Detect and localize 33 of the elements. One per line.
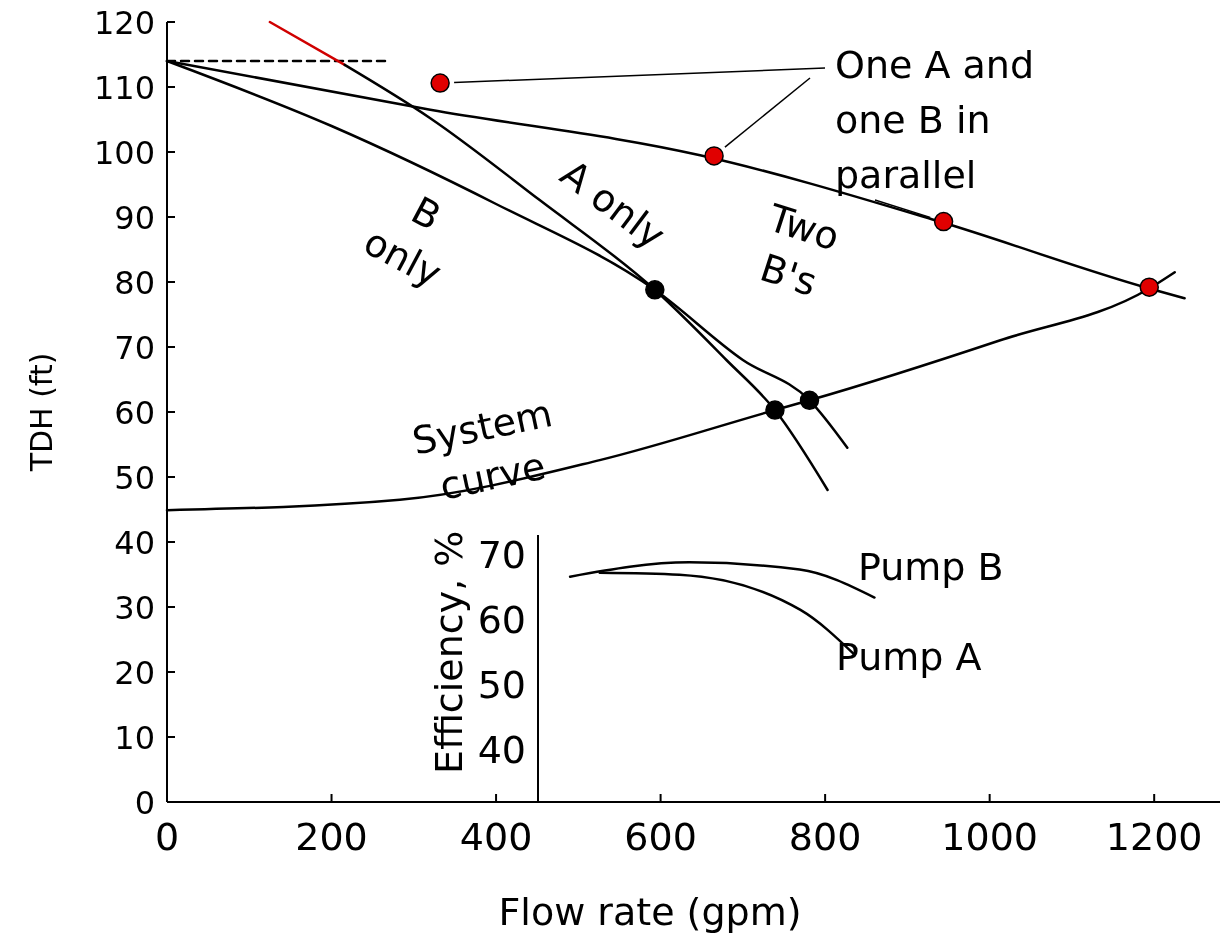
y2-tick-label: 40 <box>477 727 526 772</box>
y-tick-label: 10 <box>114 719 155 757</box>
y-tick-label: 60 <box>114 394 155 432</box>
series-label: Pump A <box>836 635 982 679</box>
text: A only <box>552 151 674 258</box>
y-tick-label: 120 <box>93 4 155 42</box>
y-tick-label: 80 <box>114 264 155 302</box>
y-tick-label: 100 <box>93 134 155 172</box>
annotation: One A and one B in parallel <box>835 43 1035 197</box>
y-tick-label: 20 <box>114 654 155 692</box>
y-tick-label: 110 <box>93 69 155 107</box>
y2-tick-label: 60 <box>477 597 526 642</box>
y-axis-title: TDH (ft) <box>24 352 59 473</box>
y2-tick-label: 70 <box>477 532 526 577</box>
y-tick-label: 70 <box>114 329 155 367</box>
text: System curve <box>408 391 557 509</box>
x-tick-label: 1200 <box>1105 815 1203 859</box>
y-tick-label: 30 <box>114 589 155 627</box>
x-tick-label: 400 <box>459 815 533 859</box>
y-tick-label: 90 <box>114 199 155 237</box>
y-tick-label: 40 <box>114 524 155 562</box>
text: B only <box>356 187 449 296</box>
legend-label: Two B's <box>754 195 845 305</box>
y2-tick-label: 50 <box>477 662 526 707</box>
x-tick-label: 800 <box>788 815 862 859</box>
y-tick-label: 0 <box>134 784 155 822</box>
y2-axis-title: Efficiency, % <box>427 530 471 774</box>
x-tick-label: 1000 <box>941 815 1039 859</box>
x-axis-title: Flow rate (gpm) <box>498 890 802 934</box>
x-tick-label: 600 <box>624 815 697 859</box>
series-label: Pump B <box>858 545 1004 589</box>
y-tick-label: 50 <box>114 459 155 497</box>
x-tick-label: 200 <box>295 815 368 859</box>
